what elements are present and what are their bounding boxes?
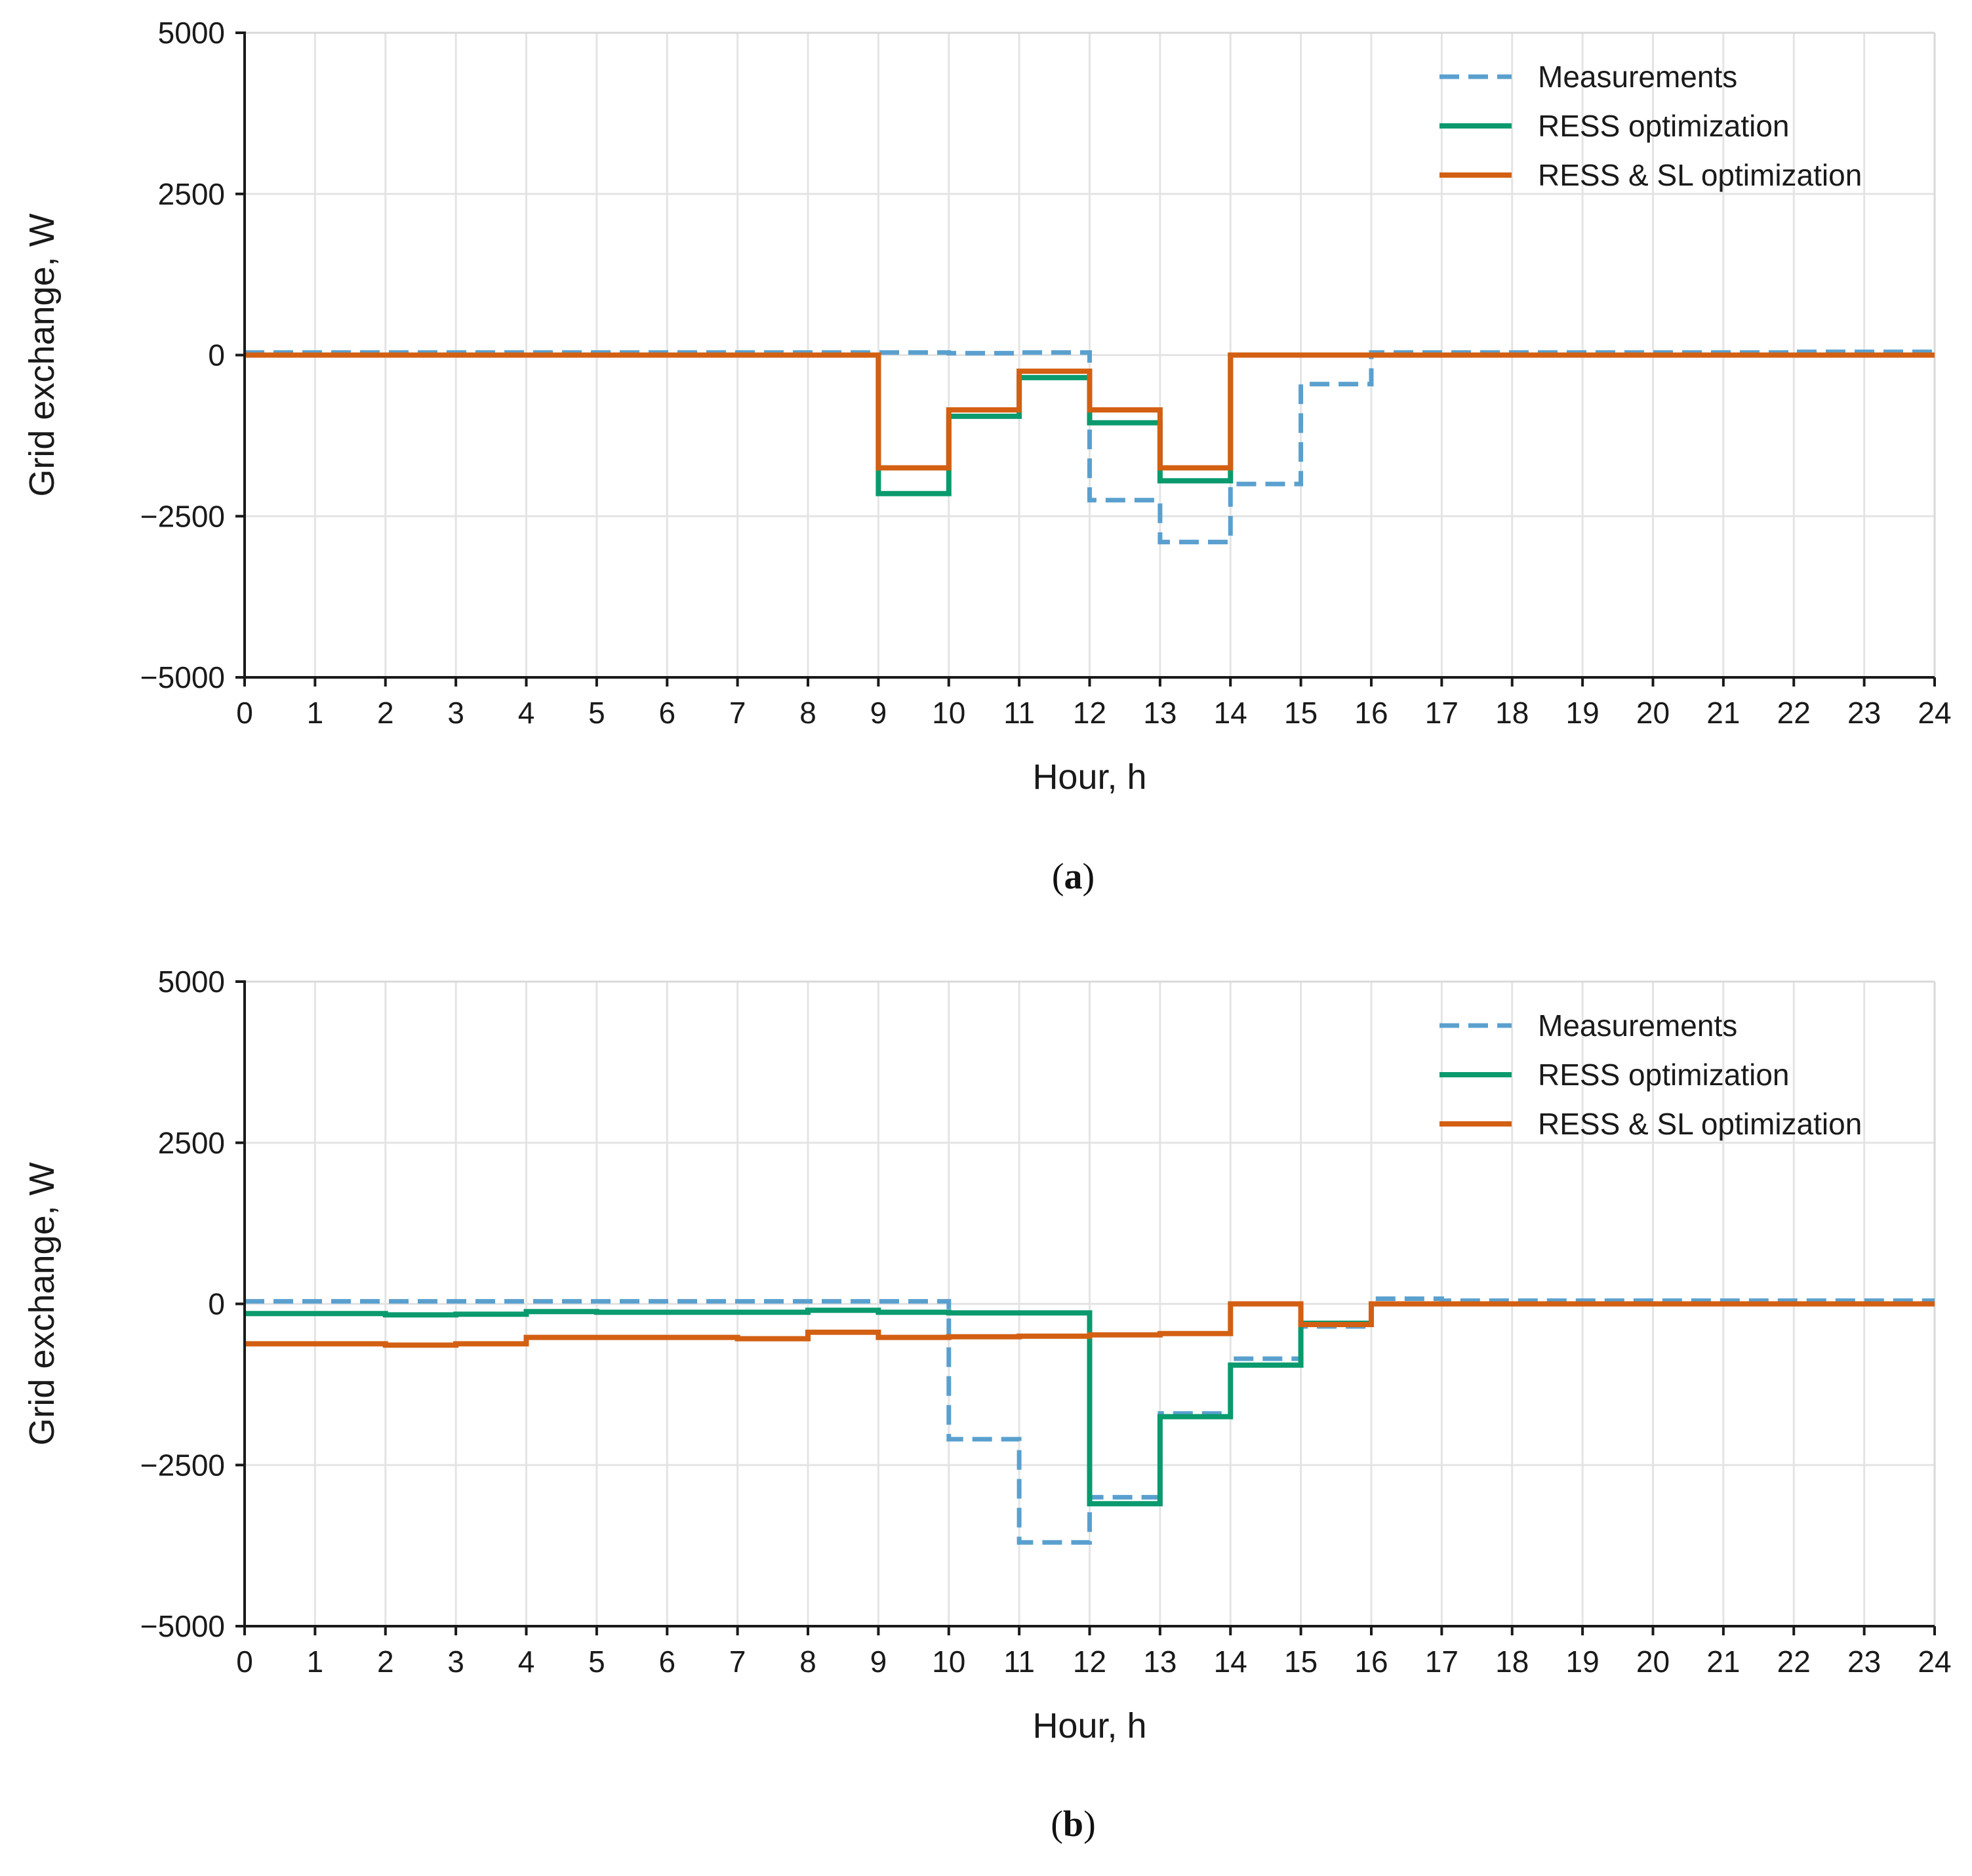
x-tick-label: 15 bbox=[1284, 696, 1318, 730]
legend-label: RESS & SL optimization bbox=[1538, 158, 1862, 192]
y-axis-title: Grid exchange, W bbox=[22, 213, 62, 496]
x-tick-label: 6 bbox=[658, 696, 675, 730]
x-tick-label: 1 bbox=[307, 696, 324, 730]
x-tick-label: 10 bbox=[932, 1645, 965, 1679]
x-tick-label: 17 bbox=[1425, 1645, 1459, 1679]
x-tick-label: 15 bbox=[1284, 1645, 1318, 1679]
x-tick-label: 24 bbox=[1918, 696, 1951, 730]
y-tick-label: 5000 bbox=[158, 965, 225, 999]
series-group bbox=[245, 349, 1935, 545]
x-tick-label: 20 bbox=[1636, 696, 1670, 730]
series-line-ress-sl-optimization bbox=[245, 1301, 1935, 1348]
legend-label: Measurements bbox=[1538, 60, 1737, 94]
x-axis-title: Hour, h bbox=[1032, 757, 1146, 797]
x-tick-group: 0 1 2 3 4 5 6 7 8 9 10 11 12 13 14 15 16 17 18 19 20 21 22 23 24 bbox=[236, 1626, 1952, 1679]
x-tick-label: 3 bbox=[447, 1645, 464, 1679]
x-tick-label: 19 bbox=[1566, 696, 1600, 730]
chart-panel-a: 0 1 2 3 4 5 6 7 8 9 10 11 12 13 14 15 16 17 18 19 20 21 22 23 24… bbox=[22, 16, 1952, 897]
x-tick-label: 11 bbox=[1003, 1645, 1035, 1679]
x-tick-label: 12 bbox=[1073, 696, 1106, 730]
x-tick-label: 16 bbox=[1354, 696, 1388, 730]
series-group bbox=[245, 1296, 1935, 1545]
x-tick-label: 2 bbox=[377, 1645, 394, 1679]
x-tick-label: 18 bbox=[1495, 1645, 1529, 1679]
x-tick-label: 0 bbox=[236, 696, 253, 730]
y-tick-label: −5000 bbox=[140, 1609, 225, 1643]
x-tick-label: 1 bbox=[307, 1645, 324, 1679]
x-tick-label: 4 bbox=[518, 696, 535, 730]
x-tick-label: 18 bbox=[1495, 696, 1529, 730]
legend-label: RESS optimization bbox=[1538, 1058, 1790, 1092]
x-tick-label: 20 bbox=[1636, 1645, 1670, 1679]
x-tick-label: 24 bbox=[1918, 1645, 1951, 1679]
x-tick-label: 13 bbox=[1143, 1645, 1177, 1679]
x-axis-title: Hour, h bbox=[1032, 1706, 1146, 1746]
y-tick-label: −5000 bbox=[140, 660, 225, 694]
x-tick-label: 10 bbox=[932, 696, 965, 730]
y-tick-group: 5000 2500 0 −2500 −5000 bbox=[140, 965, 245, 1643]
x-tick-label: 2 bbox=[377, 696, 394, 730]
legend: Measurements RESS optimization RESS & SL o… bbox=[1439, 60, 1862, 192]
panel-caption: (b) bbox=[1051, 1804, 1095, 1845]
x-tick-label: 21 bbox=[1706, 696, 1740, 730]
x-tick-label: 7 bbox=[729, 1645, 746, 1679]
x-tick-label: 5 bbox=[588, 696, 605, 730]
x-tick-label: 23 bbox=[1847, 1645, 1881, 1679]
x-tick-label: 14 bbox=[1214, 696, 1247, 730]
x-tick-label: 7 bbox=[729, 696, 746, 730]
y-tick-label: −2500 bbox=[140, 499, 225, 533]
x-tick-label: 8 bbox=[799, 1645, 816, 1679]
x-tick-group: 0 1 2 3 4 5 6 7 8 9 10 11 12 13 14 15 16 17 18 19 20 21 22 23 24 bbox=[236, 677, 1952, 730]
legend-label: RESS & SL optimization bbox=[1538, 1107, 1862, 1141]
x-tick-label: 13 bbox=[1143, 696, 1177, 730]
legend-label: RESS optimization bbox=[1538, 109, 1790, 143]
x-tick-label: 14 bbox=[1214, 1645, 1247, 1679]
x-tick-label: 6 bbox=[658, 1645, 675, 1679]
legend: Measurements RESS optimization RESS & SL o… bbox=[1439, 1008, 1862, 1141]
x-tick-label: 0 bbox=[236, 1645, 253, 1679]
legend-label: Measurements bbox=[1538, 1008, 1737, 1043]
x-tick-label: 4 bbox=[518, 1645, 535, 1679]
x-tick-label: 9 bbox=[870, 696, 887, 730]
x-tick-label: 19 bbox=[1566, 1645, 1600, 1679]
y-tick-label: 0 bbox=[208, 1287, 225, 1321]
x-tick-label: 22 bbox=[1777, 1645, 1811, 1679]
y-tick-label: 5000 bbox=[158, 16, 225, 50]
x-tick-label: 17 bbox=[1425, 696, 1459, 730]
x-tick-label: 23 bbox=[1847, 696, 1881, 730]
y-tick-group: 5000 2500 0 −2500 −5000 bbox=[140, 16, 245, 694]
x-tick-label: 21 bbox=[1706, 1645, 1740, 1679]
y-axis-title: Grid exchange, W bbox=[22, 1162, 62, 1445]
y-tick-label: −2500 bbox=[140, 1448, 225, 1482]
x-tick-label: 3 bbox=[447, 696, 464, 730]
x-tick-label: 9 bbox=[870, 1645, 887, 1679]
x-tick-label: 22 bbox=[1777, 696, 1811, 730]
x-tick-label: 16 bbox=[1354, 1645, 1388, 1679]
x-tick-label: 5 bbox=[588, 1645, 605, 1679]
x-tick-label: 11 bbox=[1003, 696, 1035, 730]
y-tick-label: 0 bbox=[208, 338, 225, 372]
y-tick-label: 2500 bbox=[158, 1126, 225, 1160]
x-tick-label: 12 bbox=[1073, 1645, 1106, 1679]
y-tick-label: 2500 bbox=[158, 177, 225, 211]
series-line-ress-sl-optimization bbox=[245, 352, 1935, 471]
chart-panel-b: 0 1 2 3 4 5 6 7 8 9 10 11 12 13 14 15 16 17 18 19 20 21 22 23 24… bbox=[22, 965, 1952, 1845]
panel-caption: (a) bbox=[1052, 856, 1095, 897]
x-tick-label: 8 bbox=[799, 696, 816, 730]
